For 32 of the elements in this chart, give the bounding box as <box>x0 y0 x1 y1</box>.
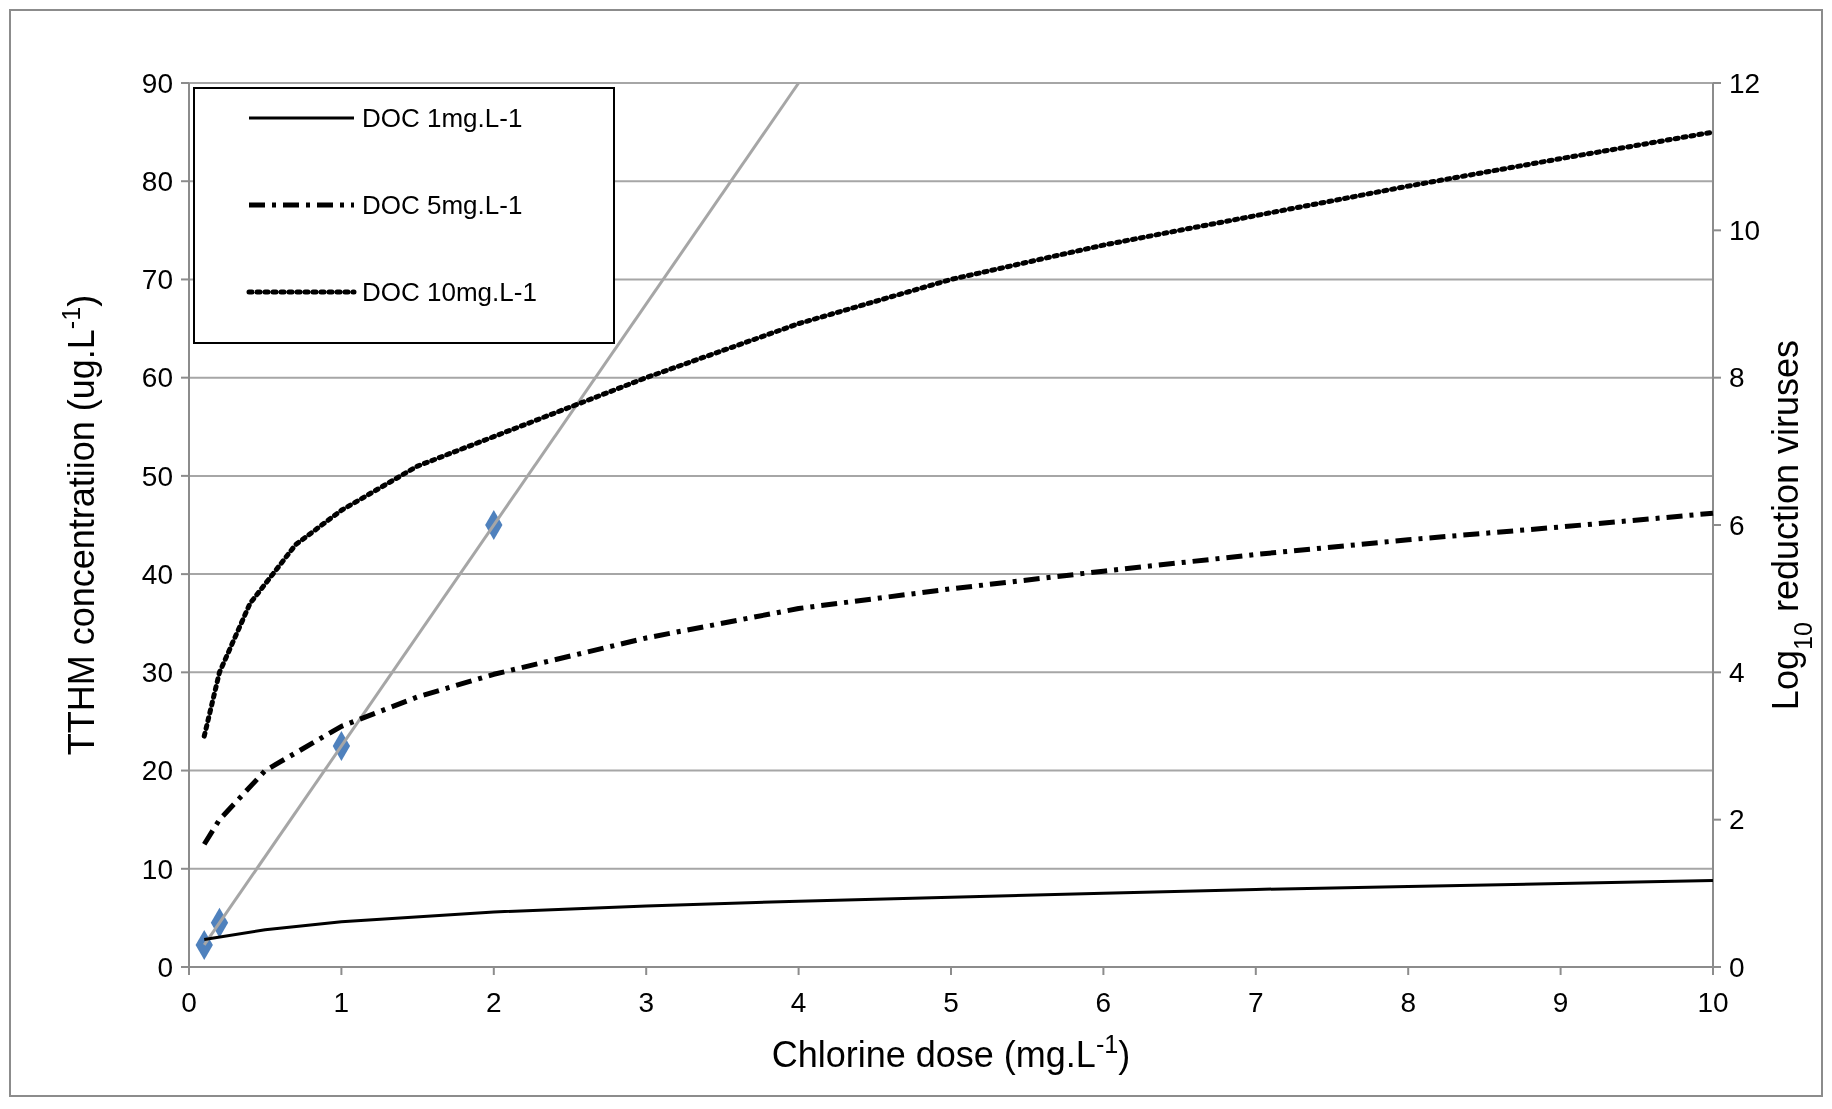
y-tick-label: 70 <box>141 264 173 296</box>
y2-tick-label: 2 <box>1729 804 1745 836</box>
x-tick-label: 0 <box>181 987 197 1018</box>
legend-label: DOC 10mg.L-1 <box>362 277 537 308</box>
y2-tick-label: 4 <box>1729 657 1745 689</box>
y-tick-label: 90 <box>141 67 173 99</box>
x-tick-label: 3 <box>638 987 654 1018</box>
x-tick-label: 1 <box>333 987 350 1018</box>
y2-tick-label: 12 <box>1729 67 1761 99</box>
y-tick-label: 80 <box>141 166 173 198</box>
y2-tick-label: 6 <box>1729 509 1745 541</box>
x-tick-label: 10 <box>1697 987 1729 1018</box>
x-tick-label: 5 <box>943 987 959 1018</box>
x-tick-label: 7 <box>1248 987 1264 1018</box>
x-tick-label: 9 <box>1552 987 1569 1018</box>
y-tick-label: 40 <box>141 558 173 590</box>
x-tick-label: 4 <box>790 987 807 1018</box>
legend-label: DOC 5mg.L-1 <box>362 190 523 221</box>
y2-tick-label: 0 <box>1729 951 1745 983</box>
y-tick-label: 10 <box>141 853 173 885</box>
y2-tick-label: 8 <box>1729 362 1745 394</box>
x-tick-label: 2 <box>486 987 502 1018</box>
y-tick-label: 30 <box>141 657 173 689</box>
x-tick-label: 8 <box>1400 987 1416 1018</box>
x-tick-label: 6 <box>1095 987 1112 1018</box>
y-tick-label: 60 <box>141 362 173 394</box>
y-tick-label: 50 <box>141 460 173 492</box>
y-tick-label: 0 <box>157 951 173 983</box>
y-tick-label: 20 <box>141 755 173 787</box>
x-axis-title: Chlorine dose (mg.L$^{-1}$) <box>771 1030 1131 1075</box>
y2-tick-label: 10 <box>1729 215 1761 247</box>
legend-label: DOC 1mg.L-1 <box>362 103 523 134</box>
